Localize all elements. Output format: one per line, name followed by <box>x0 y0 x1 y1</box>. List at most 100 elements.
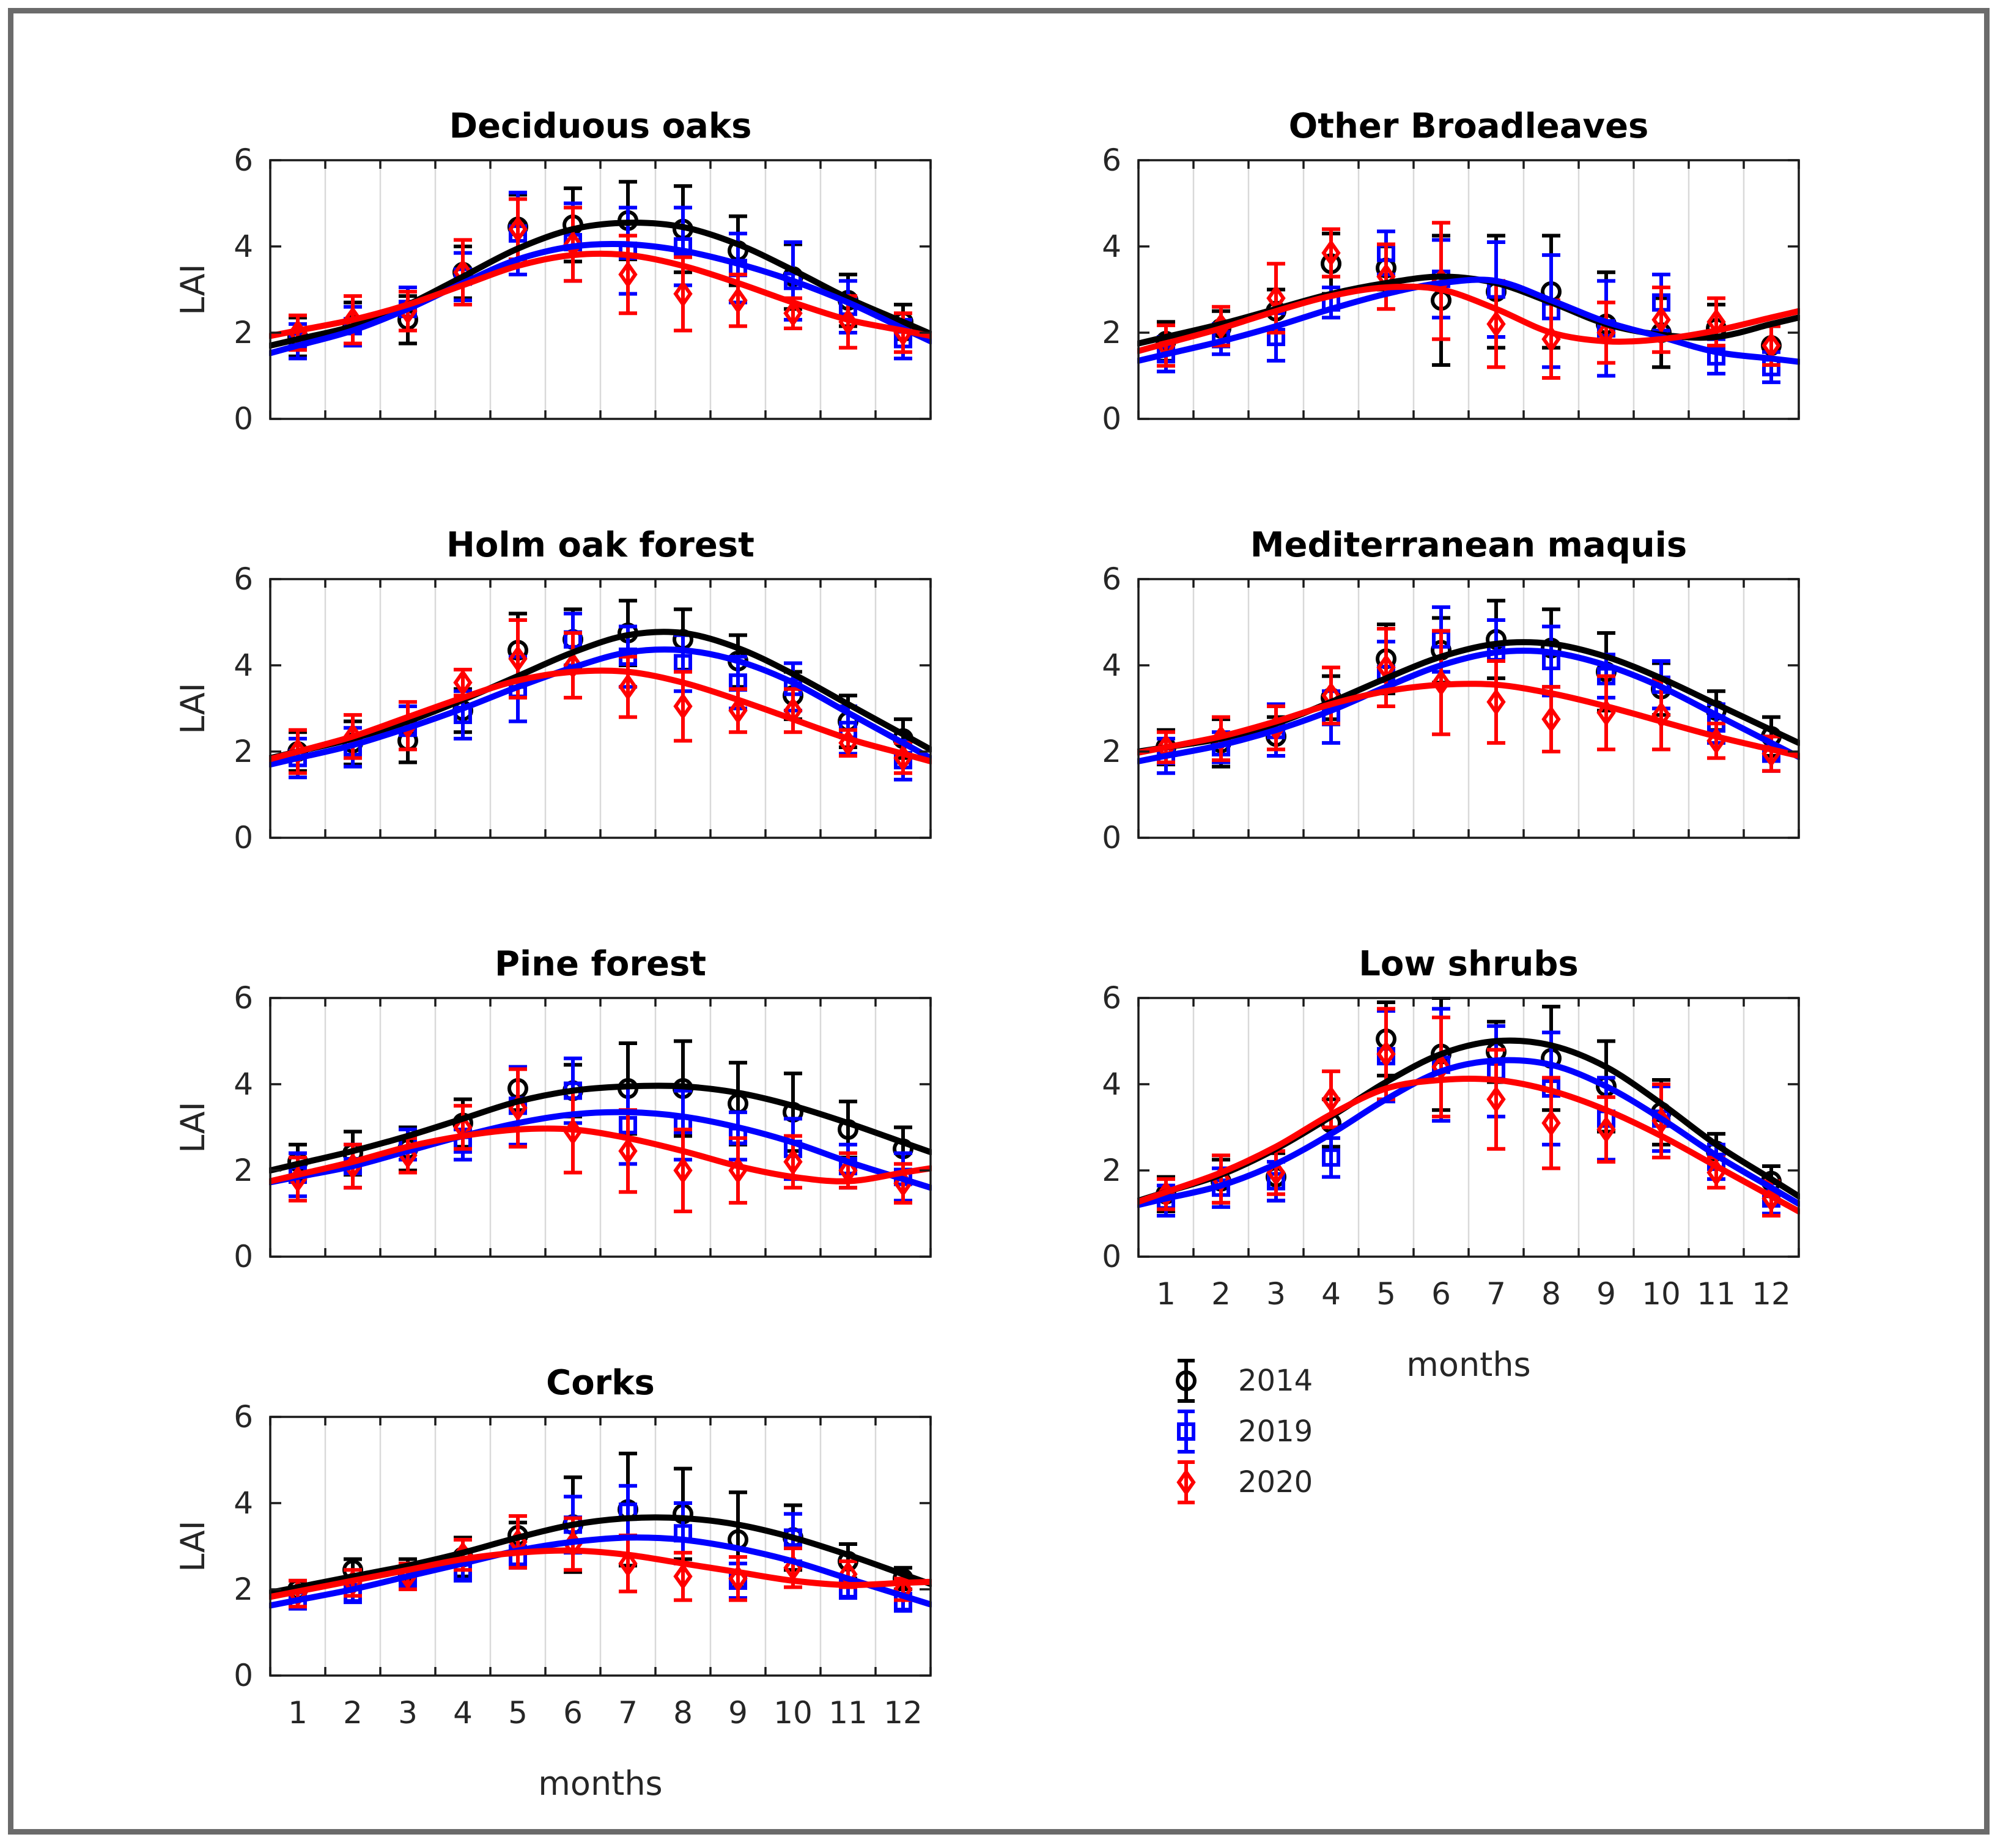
axis-ticks <box>269 997 932 1258</box>
y-tick-label: 6 <box>234 142 253 178</box>
x-tick-label: 10 <box>1642 1276 1681 1312</box>
diamond-marker <box>1376 1040 1396 1068</box>
fit-line-2019 <box>269 240 932 357</box>
y-tick-label: 6 <box>234 980 253 1016</box>
diamond-marker <box>673 280 693 308</box>
y-tick-label: 0 <box>234 1658 253 1693</box>
x-tick-label: 8 <box>673 1695 693 1731</box>
fit-line-2019 <box>269 646 932 768</box>
y-tick-label: 0 <box>234 401 253 437</box>
gridlines <box>324 579 877 838</box>
diamond-marker <box>618 1550 638 1577</box>
y-axis-label: LAI <box>174 1520 212 1572</box>
diamond-marker <box>1486 1085 1506 1113</box>
x-tick-label: 4 <box>1321 1276 1341 1312</box>
diamond-marker <box>673 1156 693 1185</box>
y-tick-label: 4 <box>1102 648 1121 683</box>
x-tick-label: 12 <box>1752 1276 1791 1312</box>
panel-deciduous-oaks: Deciduous oaks 0 2 4 6 LAI <box>174 106 932 437</box>
diamond-marker <box>618 673 638 701</box>
diamond-marker <box>1486 310 1506 338</box>
diamond-marker <box>1486 688 1506 716</box>
diamond-marker <box>1176 1468 1196 1496</box>
y-tick-label: 2 <box>1102 734 1121 769</box>
panel-holm-oak-forest: Holm oak forest 0 2 4 6 LAI <box>174 525 932 856</box>
y-tick-label: 0 <box>234 820 253 856</box>
axis-ticks <box>269 159 932 420</box>
panel-title: Deciduous oaks <box>449 106 752 146</box>
fit-line-2019 <box>1137 648 1800 764</box>
fit-line-2014 <box>269 220 932 349</box>
panel-other-broadleaves: Other Broadleaves 0 2 4 6 <box>1102 106 1800 437</box>
x-tick-label: 3 <box>398 1695 418 1731</box>
diamond-marker <box>563 651 583 679</box>
y-tick-label: 0 <box>1102 820 1121 856</box>
x-tick-label: 7 <box>1486 1276 1506 1312</box>
diamond-marker <box>1651 306 1671 334</box>
diamond-marker <box>508 645 528 673</box>
axis-ticks <box>269 578 932 839</box>
diamond-marker <box>618 1137 638 1165</box>
diamond-marker <box>728 697 748 725</box>
axis-ticks <box>1137 159 1800 420</box>
y-tick-label: 6 <box>1102 561 1121 597</box>
fit-line-2019 <box>269 1534 932 1609</box>
fit-line-2014 <box>269 1514 932 1596</box>
legend-entry-2019: 2019 <box>1177 1410 1313 1454</box>
panel-title: Low shrubs <box>1359 944 1579 984</box>
y-tick-label: 6 <box>234 561 253 597</box>
y-tick-label: 6 <box>1102 980 1121 1016</box>
diamond-marker <box>673 1562 693 1591</box>
x-tick-label: 6 <box>1431 1276 1451 1312</box>
diamond-marker <box>673 692 693 720</box>
square-marker <box>1177 1422 1195 1441</box>
fit-line-2020 <box>269 250 932 339</box>
x-axis-label: months <box>538 1764 662 1803</box>
diamond-marker <box>453 668 473 697</box>
legend-entry-2014: 2014 <box>1176 1359 1313 1403</box>
y-tick-label: 0 <box>1102 401 1121 437</box>
y-tick-label: 4 <box>1102 1066 1121 1102</box>
panel-title: Other Broadleaves <box>1289 106 1649 146</box>
diamond-marker <box>1431 668 1451 697</box>
y-tick-label: 4 <box>1102 229 1121 264</box>
legend-label: 2020 <box>1238 1465 1313 1499</box>
panel-data <box>1137 997 1800 1218</box>
diamond-marker <box>728 286 748 314</box>
panel-title: Mediterranean maquis <box>1250 525 1687 565</box>
y-tick-label: 4 <box>234 229 253 264</box>
fit-line-2020 <box>1137 1075 1800 1214</box>
panel-title: Holm oak forest <box>446 525 754 565</box>
fit-line-2020 <box>1137 283 1800 354</box>
y-tick-label: 2 <box>234 1153 253 1188</box>
x-tick-label: 2 <box>343 1695 363 1731</box>
panel-title: Pine forest <box>495 944 706 984</box>
axis-ticks <box>269 1416 932 1677</box>
x-tick-label: 9 <box>1596 1276 1616 1312</box>
diamond-marker <box>508 215 528 243</box>
diamond-marker <box>783 1148 803 1176</box>
y-axis-label: LAI <box>174 682 212 734</box>
fit-line-2019 <box>1137 1057 1800 1208</box>
gridlines <box>1192 579 1745 838</box>
panel-data <box>1137 221 1800 385</box>
y-tick-label: 4 <box>234 1485 253 1521</box>
diamond-marker <box>1651 701 1671 729</box>
panel-data <box>1137 599 1800 775</box>
legend: 2014 2019 2020 <box>1176 1359 1313 1504</box>
y-tick-label: 0 <box>234 1239 253 1274</box>
square-marker <box>1322 1148 1340 1167</box>
circle-marker <box>1176 1370 1197 1391</box>
x-axis-label: months <box>1406 1345 1530 1384</box>
diamond-marker <box>618 261 638 289</box>
fit-line-2020 <box>1137 681 1800 759</box>
y-tick-label: 2 <box>234 1572 253 1607</box>
x-tick-label: 11 <box>1697 1276 1736 1312</box>
fit-line-2019 <box>269 1109 932 1191</box>
x-tick-label: 7 <box>618 1695 638 1731</box>
fit-line-2020 <box>269 667 932 764</box>
diamond-marker <box>1541 705 1561 733</box>
x-tick-label: 5 <box>508 1695 528 1731</box>
